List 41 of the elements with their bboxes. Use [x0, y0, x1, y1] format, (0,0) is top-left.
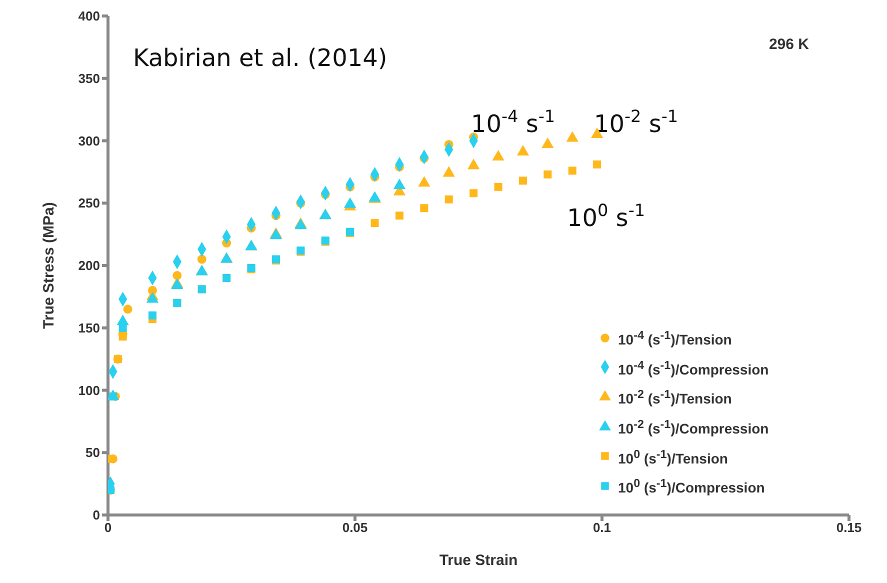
- y-tick-label: 0: [92, 508, 100, 523]
- point: [114, 355, 122, 364]
- x-tick-label: 0: [104, 520, 112, 536]
- y-tick-label: 200: [78, 258, 100, 274]
- y-tick-label: 150: [78, 320, 100, 336]
- point: [544, 170, 552, 178]
- point: [470, 189, 478, 198]
- y-tick-label: 300: [78, 133, 100, 148]
- y-tick-label: 400: [78, 8, 100, 24]
- point: [518, 176, 527, 185]
- point: [420, 204, 428, 212]
- point: [148, 311, 156, 320]
- point: [123, 304, 132, 314]
- legend-label: 10$^{-2}$ (s$^{-1}$)/Compression: [618, 416, 769, 439]
- point: [172, 270, 182, 280]
- legend-label: 10$^{0}$ (s$^{-1}$)/Tension: [618, 446, 728, 468]
- annotation: 10$^{-2}$ s$^{-1}$: [594, 106, 678, 138]
- point: [197, 254, 206, 264]
- x-tick-label: 0.1: [592, 520, 612, 536]
- y-tick-label: 100: [78, 382, 100, 398]
- point: [444, 195, 453, 204]
- point: [593, 160, 602, 168]
- x-axis-title: True Strain: [439, 552, 518, 569]
- x-tick-label: 0.15: [836, 520, 862, 536]
- point: [494, 182, 502, 191]
- annotation: 10$^{-4}$ s$^{-1}$: [470, 106, 556, 138]
- annotation: 296 K: [768, 36, 809, 53]
- point: [370, 219, 379, 228]
- point: [568, 166, 576, 175]
- legend-label: 10$^{-4}$ (s$^{-1}$)/Tension: [618, 328, 732, 350]
- y-axis-title: True Stress (MPa): [40, 202, 58, 329]
- legend-label: 10$^{0}$ (s$^{-1}$)/Compression: [618, 476, 765, 498]
- legend-label: 10$^{-2}$ (s$^{-1}$)/Tension: [618, 387, 732, 409]
- annotation: Kabirian et al. (2014): [133, 44, 388, 72]
- y-tick-label: 350: [78, 70, 100, 86]
- point: [395, 212, 404, 220]
- y-tick-label: 50: [86, 445, 100, 460]
- x-tick-label: 0.05: [342, 520, 368, 536]
- annotation: 10$^{0}$ s$^{-1}$: [566, 200, 646, 232]
- legend-label: 10$^{-4}$ (s$^{-1}$)/Compression: [618, 358, 769, 380]
- y-tick-label: 250: [78, 196, 100, 211]
